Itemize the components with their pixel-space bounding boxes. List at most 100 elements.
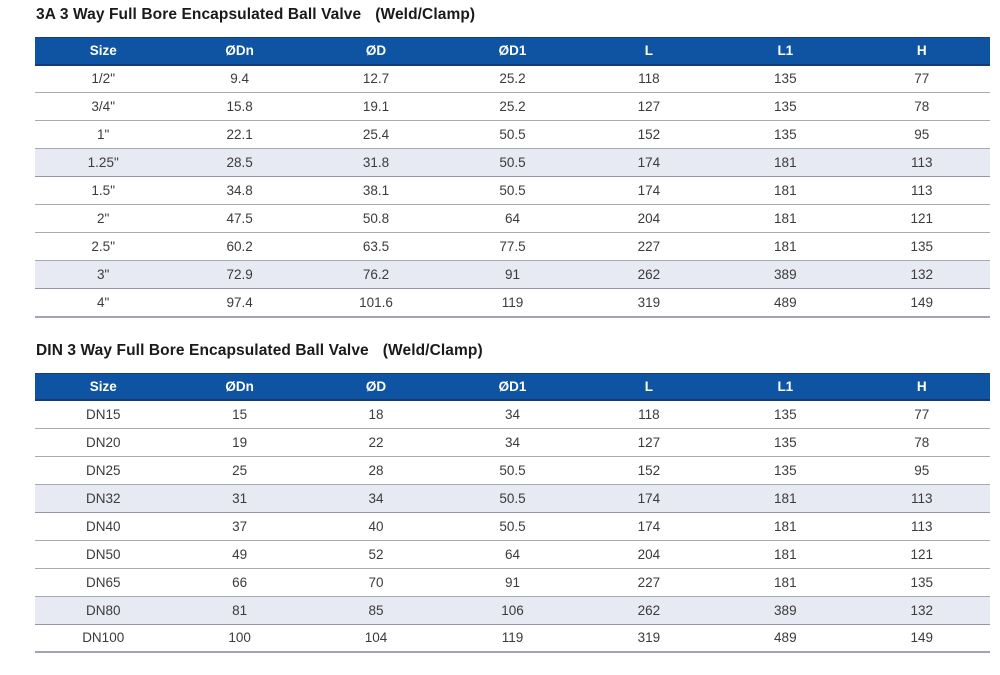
table-cell: DN50 <box>35 540 172 569</box>
table-title-3a: 3A 3 Way Full Bore Encapsulated Ball Val… <box>36 6 990 24</box>
table-cell: 34 <box>444 428 581 457</box>
table-cell: 152 <box>580 120 718 149</box>
column-header-size: Size <box>35 372 172 401</box>
table-row: DN15 15 18 34 118 135 77 <box>35 400 990 429</box>
table-cell: 135 <box>717 120 854 149</box>
table-cell: 152 <box>580 456 718 485</box>
table-row: DN80 81 85 106 262 389 132 <box>35 596 990 625</box>
table-cell: 63.5 <box>307 232 445 261</box>
table-cell: DN25 <box>35 456 172 485</box>
table-cell: 91 <box>444 568 581 597</box>
table-title-text: 3A 3 Way Full Bore Encapsulated Ball Val… <box>36 6 362 23</box>
table-cell: 106 <box>444 596 581 625</box>
table-cell: 34 <box>444 400 581 429</box>
table-cell: DN100 <box>35 624 172 653</box>
table-title-suffix: (Weld/Clamp) <box>382 341 483 359</box>
table-cell: 174 <box>580 484 718 513</box>
table-cell: 64 <box>444 540 581 569</box>
table-row: 2.5" 60.2 63.5 77.5 227 181 135 <box>35 232 990 261</box>
table-cell: 37 <box>171 512 308 541</box>
table-cell: 262 <box>580 260 718 289</box>
table-cell: 181 <box>717 204 854 233</box>
table-cell: 174 <box>580 176 718 205</box>
table-cell: DN32 <box>35 484 172 513</box>
table-cell: 181 <box>717 540 854 569</box>
table-cell: 149 <box>853 288 990 318</box>
table-cell: 4" <box>35 288 172 318</box>
table-section-3a: 3A 3 Way Full Bore Encapsulated Ball Val… <box>35 6 990 318</box>
table-cell: 19.1 <box>307 92 445 121</box>
table-cell: 50.5 <box>444 120 581 149</box>
table-cell: 50.5 <box>444 484 581 513</box>
table-cell: 64 <box>444 204 581 233</box>
table-cell: 132 <box>853 260 990 289</box>
column-header-dn: ØDn <box>171 37 308 66</box>
table-cell: 389 <box>717 596 854 625</box>
table-cell: 119 <box>444 624 581 653</box>
table-row: DN65 66 70 91 227 181 135 <box>35 568 990 597</box>
table-cell: 227 <box>580 232 718 261</box>
table-cell: 22 <box>307 428 445 457</box>
table-cell: 97.4 <box>171 288 308 318</box>
column-header-l1: L1 <box>717 372 854 401</box>
table-row: DN100 100 104 119 319 489 149 <box>35 624 990 653</box>
table-cell: 1.25" <box>35 148 172 177</box>
table-cell: 135 <box>717 64 854 93</box>
table-section-din: DIN 3 Way Full Bore Encapsulated Ball Va… <box>35 342 990 653</box>
table-cell: 34 <box>307 484 445 513</box>
table-row: 4" 97.4 101.6 119 319 489 149 <box>35 288 990 318</box>
table-row: DN20 19 22 34 127 135 78 <box>35 428 990 457</box>
spec-table-3a: Size ØDn ØD ØD1 L L1 H 1/2" 9.4 12.7 25.2 11… <box>35 37 990 318</box>
table-cell: 181 <box>717 148 854 177</box>
table-cell: DN40 <box>35 512 172 541</box>
table-cell: 15 <box>171 400 308 429</box>
table-cell: 77 <box>853 64 990 93</box>
table-cell: 389 <box>717 260 854 289</box>
table-row: 1.25" 28.5 31.8 50.5 174 181 113 <box>35 148 990 177</box>
table-row: 2" 47.5 50.8 64 204 181 121 <box>35 204 990 233</box>
table-title-din: DIN 3 Way Full Bore Encapsulated Ball Va… <box>36 342 990 360</box>
table-cell: 81 <box>171 596 308 625</box>
table-cell: 12.7 <box>307 64 445 93</box>
table-cell: 50.5 <box>444 456 581 485</box>
table-cell: 52 <box>307 540 445 569</box>
table-cell: 15.8 <box>171 92 308 121</box>
table-cell: 1/2" <box>35 64 172 93</box>
table-row: DN40 37 40 50.5 174 181 113 <box>35 512 990 541</box>
spec-table-din: Size ØDn ØD ØD1 L L1 H DN15 15 18 34 118 135 7… <box>35 372 990 653</box>
table-cell: 50.5 <box>444 176 581 205</box>
table-row: DN32 31 34 50.5 174 181 113 <box>35 484 990 513</box>
table-cell: 18 <box>307 400 445 429</box>
table-cell: 25.2 <box>444 92 581 121</box>
table-title-text: DIN 3 Way Full Bore Encapsulated Ball Va… <box>36 341 369 359</box>
table-cell: 9.4 <box>171 64 308 93</box>
column-header-size: Size <box>35 37 172 66</box>
table-cell: 60.2 <box>171 232 308 261</box>
table-cell: 25.4 <box>307 120 445 149</box>
table-cell: 127 <box>580 92 718 121</box>
table-cell: DN65 <box>35 568 172 597</box>
table-row: DN50 49 52 64 204 181 121 <box>35 540 990 569</box>
table-cell: 1.5" <box>35 176 172 205</box>
table-cell: 28 <box>307 456 445 485</box>
table-cell: 181 <box>717 232 854 261</box>
table-cell: 121 <box>853 540 990 569</box>
table-cell: 77.5 <box>444 232 581 261</box>
table-cell: 149 <box>853 624 990 653</box>
table-header-row: Size ØDn ØD ØD1 L L1 H <box>35 372 990 401</box>
table-cell: 49 <box>171 540 308 569</box>
table-row: 1" 22.1 25.4 50.5 152 135 95 <box>35 120 990 149</box>
table-header-row: Size ØDn ØD ØD1 L L1 H <box>35 37 990 66</box>
table-cell: 95 <box>853 120 990 149</box>
table-cell: 132 <box>853 596 990 625</box>
table-cell: 25 <box>171 456 308 485</box>
table-cell: 50.8 <box>307 204 445 233</box>
table-cell: 38.1 <box>307 176 445 205</box>
table-cell: 174 <box>580 512 718 541</box>
table-cell: 1" <box>35 120 172 149</box>
table-row: DN25 25 28 50.5 152 135 95 <box>35 456 990 485</box>
table-cell: 113 <box>853 512 990 541</box>
table-cell: DN80 <box>35 596 172 625</box>
table-cell: 77 <box>853 400 990 429</box>
